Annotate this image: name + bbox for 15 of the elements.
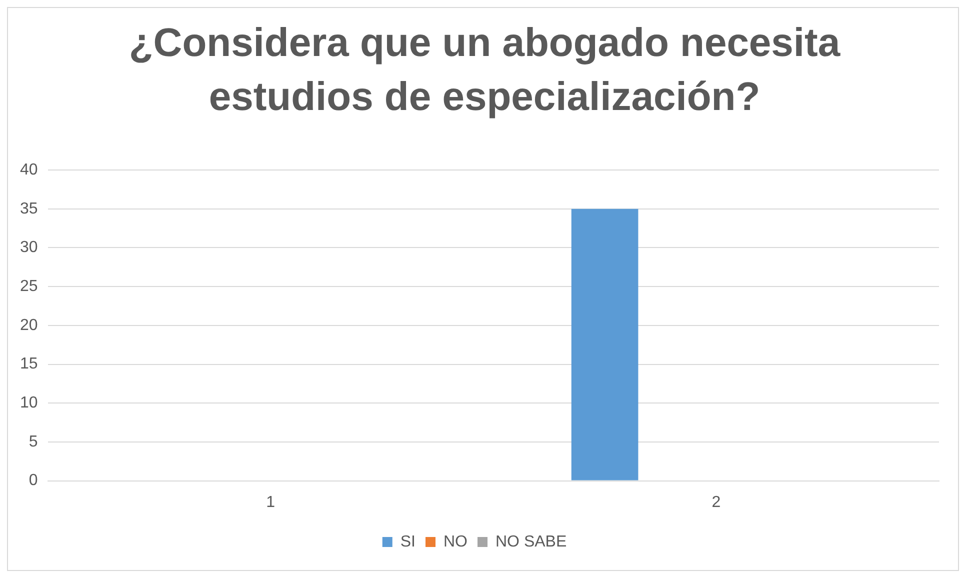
y-tick-label: 35 bbox=[20, 200, 38, 218]
legend-label: NO SABE bbox=[495, 533, 567, 550]
y-tick-label: 0 bbox=[28, 472, 38, 490]
y-tick-label: 40 bbox=[20, 161, 38, 178]
chart-title: ¿Considera que un abogado necesita estudios de especialización? bbox=[128, 20, 842, 121]
x-tick-label: 2 bbox=[712, 494, 721, 511]
y-tick-label: 20 bbox=[20, 316, 38, 334]
y-tick-label: 10 bbox=[20, 394, 38, 412]
legend-label: NO bbox=[443, 533, 468, 550]
legend-label: SI bbox=[400, 533, 416, 550]
y-tick-label: 15 bbox=[20, 356, 38, 373]
x-tick-label: 1 bbox=[266, 494, 276, 511]
y-tick-label: 30 bbox=[20, 239, 38, 256]
y-tick-label: 5 bbox=[28, 433, 38, 450]
y-tick-label: 25 bbox=[20, 278, 38, 295]
